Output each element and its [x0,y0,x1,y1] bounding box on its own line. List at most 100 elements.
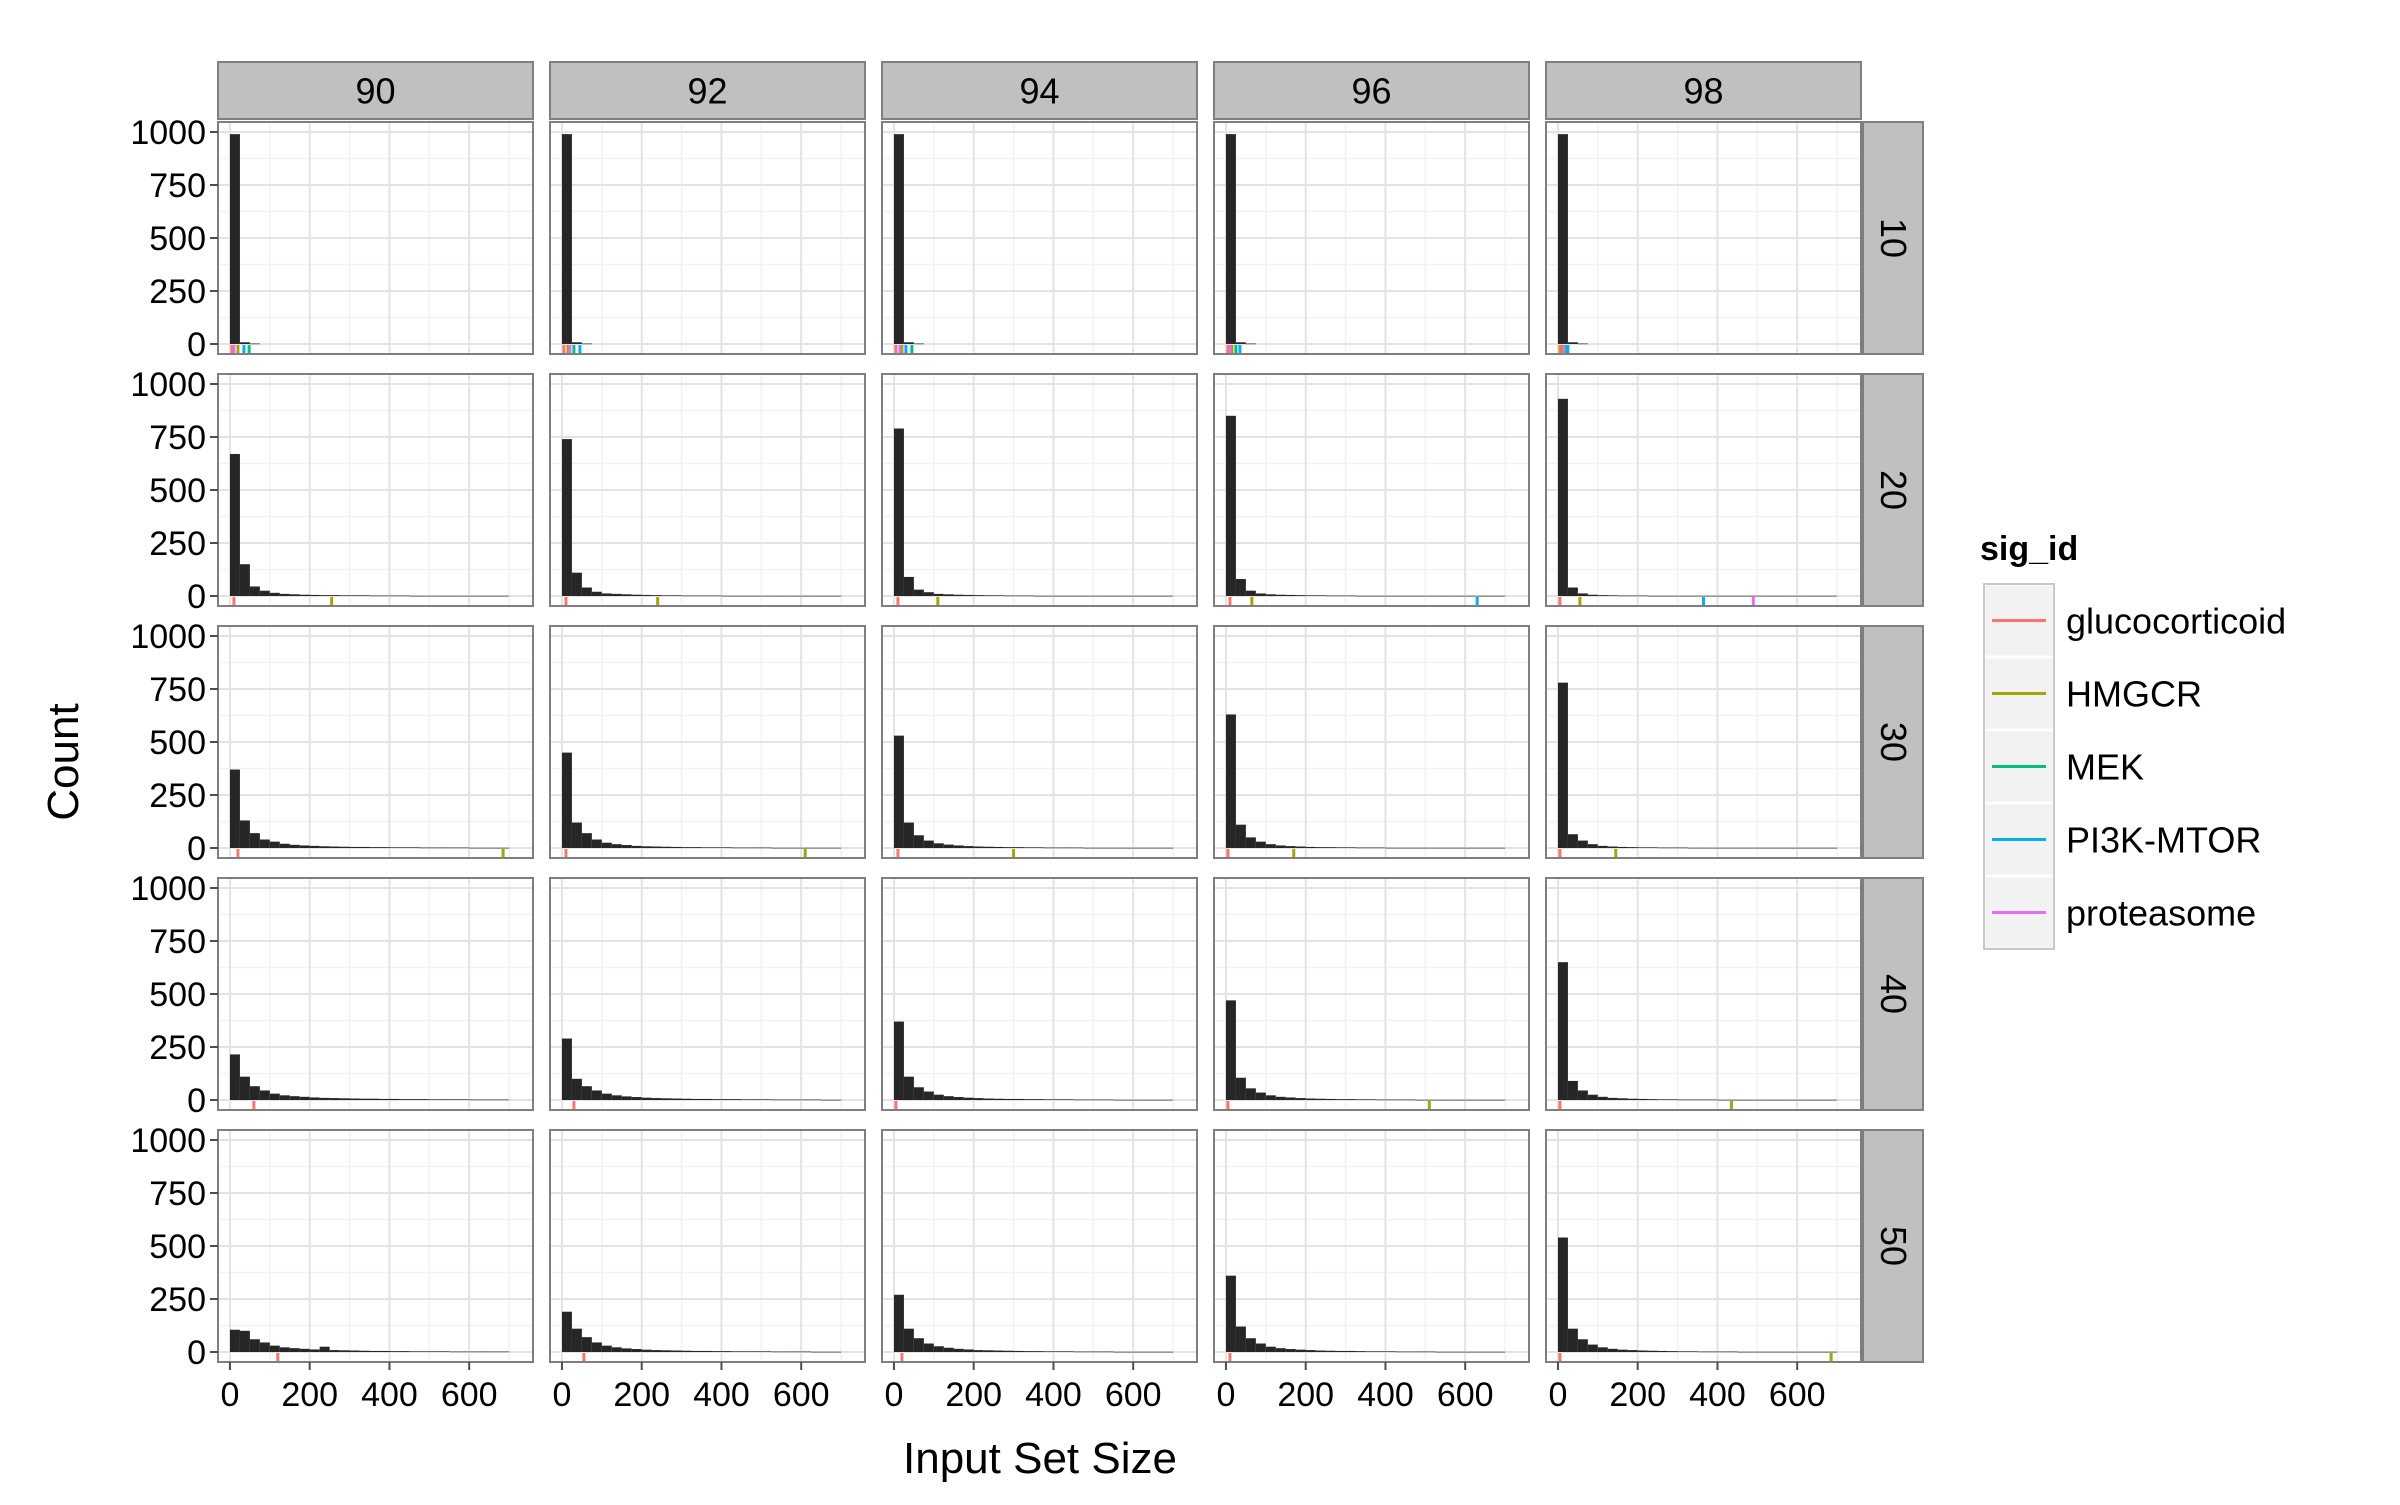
histogram-bar [631,845,642,848]
histogram-bar [1043,847,1054,849]
histogram-bar [751,595,762,597]
histogram-bar [339,846,350,848]
histogram-bar [1355,595,1366,597]
y-tick-label: 250 [149,273,206,311]
histogram-bar [479,595,490,597]
histogram-bars [893,134,924,345]
histogram-bar [1163,595,1174,597]
histogram-bar [1557,398,1568,596]
histogram-bar [831,1099,842,1101]
histogram-bar [1485,1351,1496,1353]
histogram-bar [1697,1351,1708,1353]
histogram-bar [1445,847,1456,849]
histogram-bar [631,594,642,596]
histogram-bar [1063,1351,1074,1352]
histogram-bar [1365,1351,1376,1352]
histogram-bar [1425,1099,1436,1101]
histogram-bar [701,1098,712,1100]
histogram-bar [1385,1099,1396,1101]
panel-98-50 [1545,1129,1862,1363]
histogram-bar [953,594,964,596]
histogram-bar [1485,847,1496,849]
histogram-bar [259,1090,270,1100]
histogram-bar [601,1093,612,1100]
histogram-bars [1557,1237,1838,1353]
histogram-bars [561,1038,842,1101]
panel-96-40 [1213,877,1530,1111]
histogram-bar [751,1099,762,1100]
x-tick-label: 0 [1549,1376,1568,1414]
x-tick-label: 200 [945,1376,1002,1414]
histogram-bar [993,846,1004,848]
histogram-bar [1727,1351,1738,1353]
histogram-bar [449,847,460,849]
histogram-bar [229,1329,240,1352]
histogram-bar [1415,847,1426,849]
histogram-bar [349,595,360,596]
y-tick-label: 500 [149,220,206,258]
histogram-bar [1787,1099,1798,1101]
histogram-bar [1597,845,1608,848]
histogram-bar [249,1086,260,1100]
histogram-bar [469,595,480,597]
histogram-bar [1405,1099,1416,1101]
histogram-bar [1013,847,1024,848]
y-tick-label: 750 [149,671,206,709]
histogram-bar [601,842,612,848]
histogram-bar [1757,1099,1768,1101]
histogram-bar [1475,847,1486,849]
histogram-bar [1817,1351,1828,1353]
histogram-bar [721,847,732,848]
histogram-bar [1093,847,1104,849]
histogram-bar [893,735,904,848]
x-tick-label: 400 [361,1376,418,1414]
histogram-bar [1255,841,1266,848]
histogram-bar [591,839,602,848]
histogram-bar [671,1098,682,1100]
histogram-bar [1235,1326,1246,1352]
histogram-bar [429,1351,440,1352]
histogram-bar [893,134,904,344]
y-tick-label: 750 [149,923,206,961]
panel-border [549,877,866,1111]
histogram-bar [1275,1348,1286,1352]
histogram-bar [913,835,924,848]
histogram-bar [761,1099,772,1100]
histogram-bar [1335,1350,1346,1352]
histogram-bar [1245,837,1256,848]
histogram-bar [933,593,944,596]
histogram-bar [621,1096,632,1100]
histogram-bar [933,1346,944,1352]
panel-90-30 [217,625,534,859]
histogram-bar [1053,1351,1064,1352]
histogram-bar [1415,595,1426,597]
histogram-bar [1475,595,1486,597]
histogram-bar [1335,847,1346,848]
histogram-bar [469,1099,480,1101]
histogram-bar [499,847,510,849]
histogram-bar [1163,1099,1174,1101]
histogram-bar [449,1351,460,1353]
histogram-bar [1737,595,1748,597]
histogram-bar [923,1343,934,1352]
histogram-bars [1557,682,1838,849]
histogram-bar [1153,1351,1164,1353]
histogram-bar [1797,1099,1808,1101]
histogram-bar [1627,1098,1638,1100]
histogram-bar [379,847,390,848]
histogram-bar [581,1337,592,1352]
histogram-bar [1083,847,1094,849]
histogram-bar [1465,595,1476,597]
histogram-bar [913,1087,924,1100]
panel-98-10 [1545,121,1862,355]
histogram-bar [1063,847,1074,849]
histogram-bar [339,1350,350,1352]
y-tick-label: 750 [149,419,206,457]
histogram-bar [893,428,904,596]
histogram-bar [781,595,792,597]
histogram-bar [711,1351,722,1352]
histogram-bar [821,1351,832,1353]
y-tick-label: 250 [149,777,206,815]
histogram-bars [1225,1000,1506,1101]
histogram-bar [761,595,772,597]
